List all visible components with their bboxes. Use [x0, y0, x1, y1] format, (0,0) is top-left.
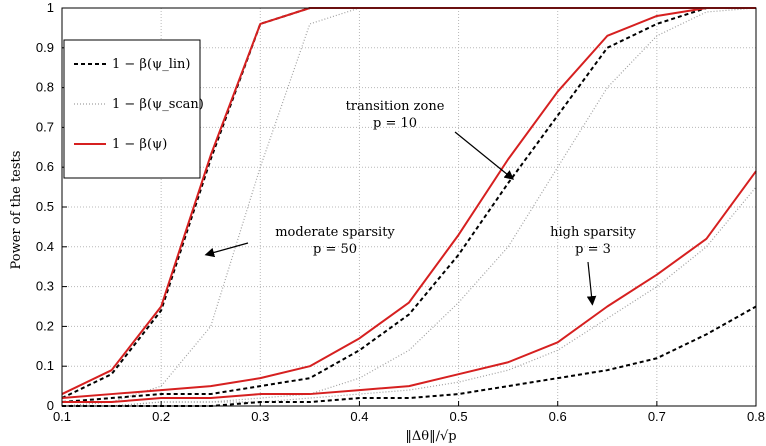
- legend-box: [63, 39, 201, 179]
- x-tick-label: 0.2: [152, 409, 170, 424]
- y-tick-label: 0.2: [36, 318, 54, 333]
- legend: 1 − β(ψ_lin) 1 − β(ψ_scan) 1 − β(ψ): [63, 39, 204, 179]
- y-tick-label: 0.9: [36, 40, 54, 55]
- y-tick-label: 0.8: [36, 80, 54, 95]
- annotation-text: p = 10: [373, 116, 417, 131]
- y-tick-label: 0.3: [36, 279, 54, 294]
- tick-layer: 0.1 0.2 0.3 0.4 0.5 0.6 0.7 0.800.10.20.30.40.5…: [36, 0, 765, 424]
- annotation-arrow: [204, 242, 249, 258]
- annotation-text: moderate sparsity: [275, 225, 395, 240]
- y-tick-label: 1: [47, 0, 54, 15]
- x-tick-label: 0.6: [549, 409, 567, 424]
- series-line-scan-10: [62, 7, 757, 407]
- x-tick-label: 0.1: [53, 409, 71, 424]
- annotation-text: p = 50: [313, 242, 357, 257]
- series-line-psi-3: [62, 170, 757, 404]
- y-tick-label: 0.5: [36, 199, 54, 214]
- x-axis-label: ‖Δθ‖/√p: [405, 429, 456, 444]
- annotation-text: transition zone: [346, 99, 445, 114]
- x-tick-label: 0.7: [648, 409, 666, 424]
- legend-label: 1 − β(ψ_scan): [112, 97, 204, 112]
- y-tick-label: 0: [47, 398, 54, 413]
- annotation-arrow: [586, 261, 597, 306]
- x-tick-label: 0.8: [747, 409, 765, 424]
- x-tick-label: 0.4: [350, 409, 368, 424]
- x-tick-label: 0.3: [251, 409, 269, 424]
- legend-label: 1 − β(ψ_lin): [112, 57, 190, 72]
- annotation-text: high sparsity: [550, 225, 636, 240]
- legend-label: 1 − β(ψ): [112, 137, 167, 152]
- x-tick-label: 0.5: [450, 409, 468, 424]
- y-tick-label: 0.7: [36, 119, 54, 134]
- annotation-layer: moderate sparsity p = 50 transition zone p …: [204, 99, 637, 306]
- series-line-scan-3: [62, 186, 757, 407]
- y-tick-label: 0.4: [36, 239, 54, 254]
- annotation-text: p = 3: [575, 242, 611, 257]
- y-tick-label: 0.1: [36, 358, 54, 373]
- y-tick-label: 0.6: [36, 159, 54, 174]
- annotation-arrow: [454, 131, 515, 180]
- series-line-psi-10: [61, 7, 756, 400]
- y-axis-label: Power of the tests: [9, 151, 24, 270]
- series-line-lin-10: [61, 7, 756, 404]
